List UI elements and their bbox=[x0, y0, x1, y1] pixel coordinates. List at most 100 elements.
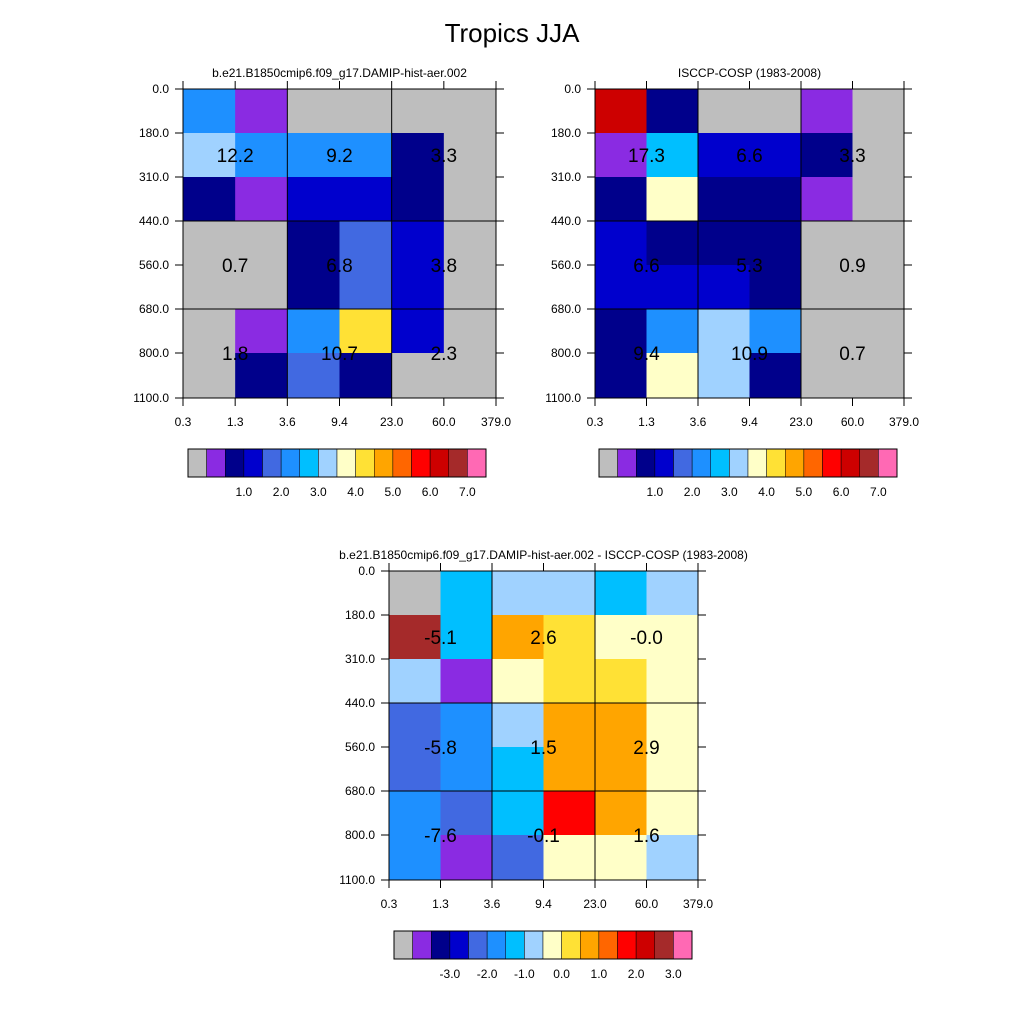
colorbar-label: -3.0 bbox=[440, 967, 461, 981]
colorbar-swatch bbox=[431, 930, 451, 960]
heatmap-cell bbox=[646, 221, 699, 266]
heatmap-cell bbox=[183, 177, 236, 222]
colorbar-swatch bbox=[673, 448, 693, 478]
heatmap-cell bbox=[183, 89, 236, 134]
heatmap-cell bbox=[443, 309, 497, 354]
colorbar-swatch bbox=[859, 448, 879, 478]
x-tick-label: 3.6 bbox=[279, 415, 296, 429]
heatmap-cell bbox=[543, 835, 596, 881]
heatmap-cell bbox=[595, 659, 647, 704]
heatmap-cell bbox=[749, 265, 802, 310]
heatmap-cell bbox=[852, 265, 905, 310]
heatmap-cell bbox=[389, 703, 441, 748]
heatmap-cell bbox=[235, 309, 288, 354]
panel-title: b.e21.B1850cmip6.f09_g17.DAMIP-hist-aer.… bbox=[339, 548, 748, 562]
heatmap-cell bbox=[183, 265, 236, 310]
colorbar-swatch bbox=[262, 448, 282, 478]
x-tick-label: 60.0 bbox=[635, 897, 659, 911]
heatmap-cell bbox=[646, 703, 699, 748]
y-tick-label: 680.0 bbox=[345, 784, 375, 798]
cell-value-label: -0.1 bbox=[527, 826, 560, 847]
cell-value-label: 1.8 bbox=[222, 344, 248, 365]
colorbar-swatch bbox=[412, 930, 432, 960]
heatmap-cell bbox=[543, 615, 596, 660]
x-tick-label: 1.3 bbox=[638, 415, 655, 429]
cell-value-label: 9.4 bbox=[633, 344, 660, 365]
heatmap-cell bbox=[391, 133, 445, 178]
heatmap-cell bbox=[749, 133, 802, 178]
heatmap-cell bbox=[389, 659, 441, 704]
colorbar-swatch bbox=[243, 448, 263, 478]
colorbar-swatch bbox=[840, 448, 860, 478]
colorbar-label: 2.0 bbox=[684, 485, 701, 499]
y-tick-label: 1100.0 bbox=[133, 391, 169, 405]
colorbar-swatch bbox=[561, 930, 581, 960]
colorbar-swatch bbox=[635, 930, 655, 960]
x-tick-label: 9.4 bbox=[741, 415, 758, 429]
cell-value-label: 2.3 bbox=[431, 344, 457, 365]
heatmap-cell bbox=[183, 221, 236, 266]
heatmap-cell bbox=[492, 703, 544, 748]
heatmap-cell bbox=[339, 221, 393, 266]
panel-title: b.e21.B1850cmip6.f09_g17.DAMIP-hist-aer.… bbox=[212, 66, 467, 80]
colorbar-label: 5.0 bbox=[385, 485, 402, 499]
cell-value-label: -0.0 bbox=[630, 628, 663, 649]
heatmap-cell bbox=[391, 265, 445, 310]
colorbar-label: 5.0 bbox=[796, 485, 813, 499]
heatmap-cell bbox=[440, 659, 493, 704]
y-tick-label: 1100.0 bbox=[545, 391, 581, 405]
colorbar-swatch bbox=[448, 448, 468, 478]
y-tick-label: 440.0 bbox=[551, 214, 581, 228]
y-tick-label: 680.0 bbox=[551, 302, 581, 316]
colorbar-label: 3.0 bbox=[665, 967, 682, 981]
colorbar-swatch bbox=[617, 448, 637, 478]
heatmap-cell bbox=[339, 265, 393, 310]
heatmap-cell bbox=[235, 133, 288, 178]
y-tick-label: 0.0 bbox=[152, 82, 169, 96]
y-tick-label: 800.0 bbox=[551, 346, 581, 360]
heatmap-panel-2: ISCCP-COSP (1983-2008) 0.3 1.3 3.6 9.4 23.0 60… bbox=[545, 66, 919, 499]
heatmap-cell bbox=[543, 747, 596, 792]
heatmap-cell bbox=[339, 89, 393, 134]
cell-value-label: 17.3 bbox=[628, 146, 665, 167]
colorbar-swatch bbox=[598, 448, 618, 478]
colorbar-swatch bbox=[710, 448, 730, 478]
y-tick-label: 560.0 bbox=[345, 740, 375, 754]
colorbar-swatch bbox=[299, 448, 319, 478]
x-tick-label: 1.3 bbox=[432, 897, 449, 911]
heatmap-cell bbox=[646, 309, 699, 354]
y-tick-label: 310.0 bbox=[551, 170, 581, 184]
heatmap-cell bbox=[543, 571, 596, 616]
heatmap-cell bbox=[389, 615, 441, 660]
cell-value-label: 9.2 bbox=[326, 146, 352, 167]
heatmap-cell bbox=[443, 133, 497, 178]
colorbar-swatch bbox=[187, 448, 207, 478]
colorbar-frame bbox=[187, 448, 487, 478]
heatmap-cell bbox=[235, 89, 288, 134]
cell-value-label: -5.1 bbox=[424, 628, 457, 649]
colorbar-swatch bbox=[654, 930, 674, 960]
heatmap-cell bbox=[440, 835, 493, 881]
y-tick-label: 1100.0 bbox=[339, 873, 375, 887]
cell-value-label: 6.8 bbox=[326, 256, 352, 277]
heatmap-cell bbox=[646, 791, 699, 836]
heatmap-cell bbox=[852, 89, 905, 134]
colorbar-swatch bbox=[598, 930, 618, 960]
cell-value-label: 10.7 bbox=[321, 344, 358, 365]
colorbar-swatch bbox=[355, 448, 375, 478]
colorbar-swatch bbox=[691, 448, 711, 478]
heatmap-cell bbox=[287, 133, 340, 178]
heatmap-cell bbox=[595, 835, 647, 881]
heatmap-cell bbox=[391, 89, 445, 134]
cell-value-label: 3.3 bbox=[431, 146, 457, 167]
cell-value-label: 2.9 bbox=[633, 738, 659, 759]
heatmap-cell bbox=[287, 265, 340, 310]
cell-value-label: 0.9 bbox=[839, 256, 865, 277]
colorbar-swatch bbox=[878, 448, 898, 478]
colorbar-swatch bbox=[636, 448, 656, 478]
heatmap-cell bbox=[646, 177, 699, 222]
colorbar-swatch bbox=[411, 448, 431, 478]
heatmap-panel-3: b.e21.B1850cmip6.f09_g17.DAMIP-hist-aer.… bbox=[339, 548, 748, 981]
heatmap-cell bbox=[391, 353, 445, 399]
figure-title: Tropics JJA bbox=[445, 18, 580, 48]
